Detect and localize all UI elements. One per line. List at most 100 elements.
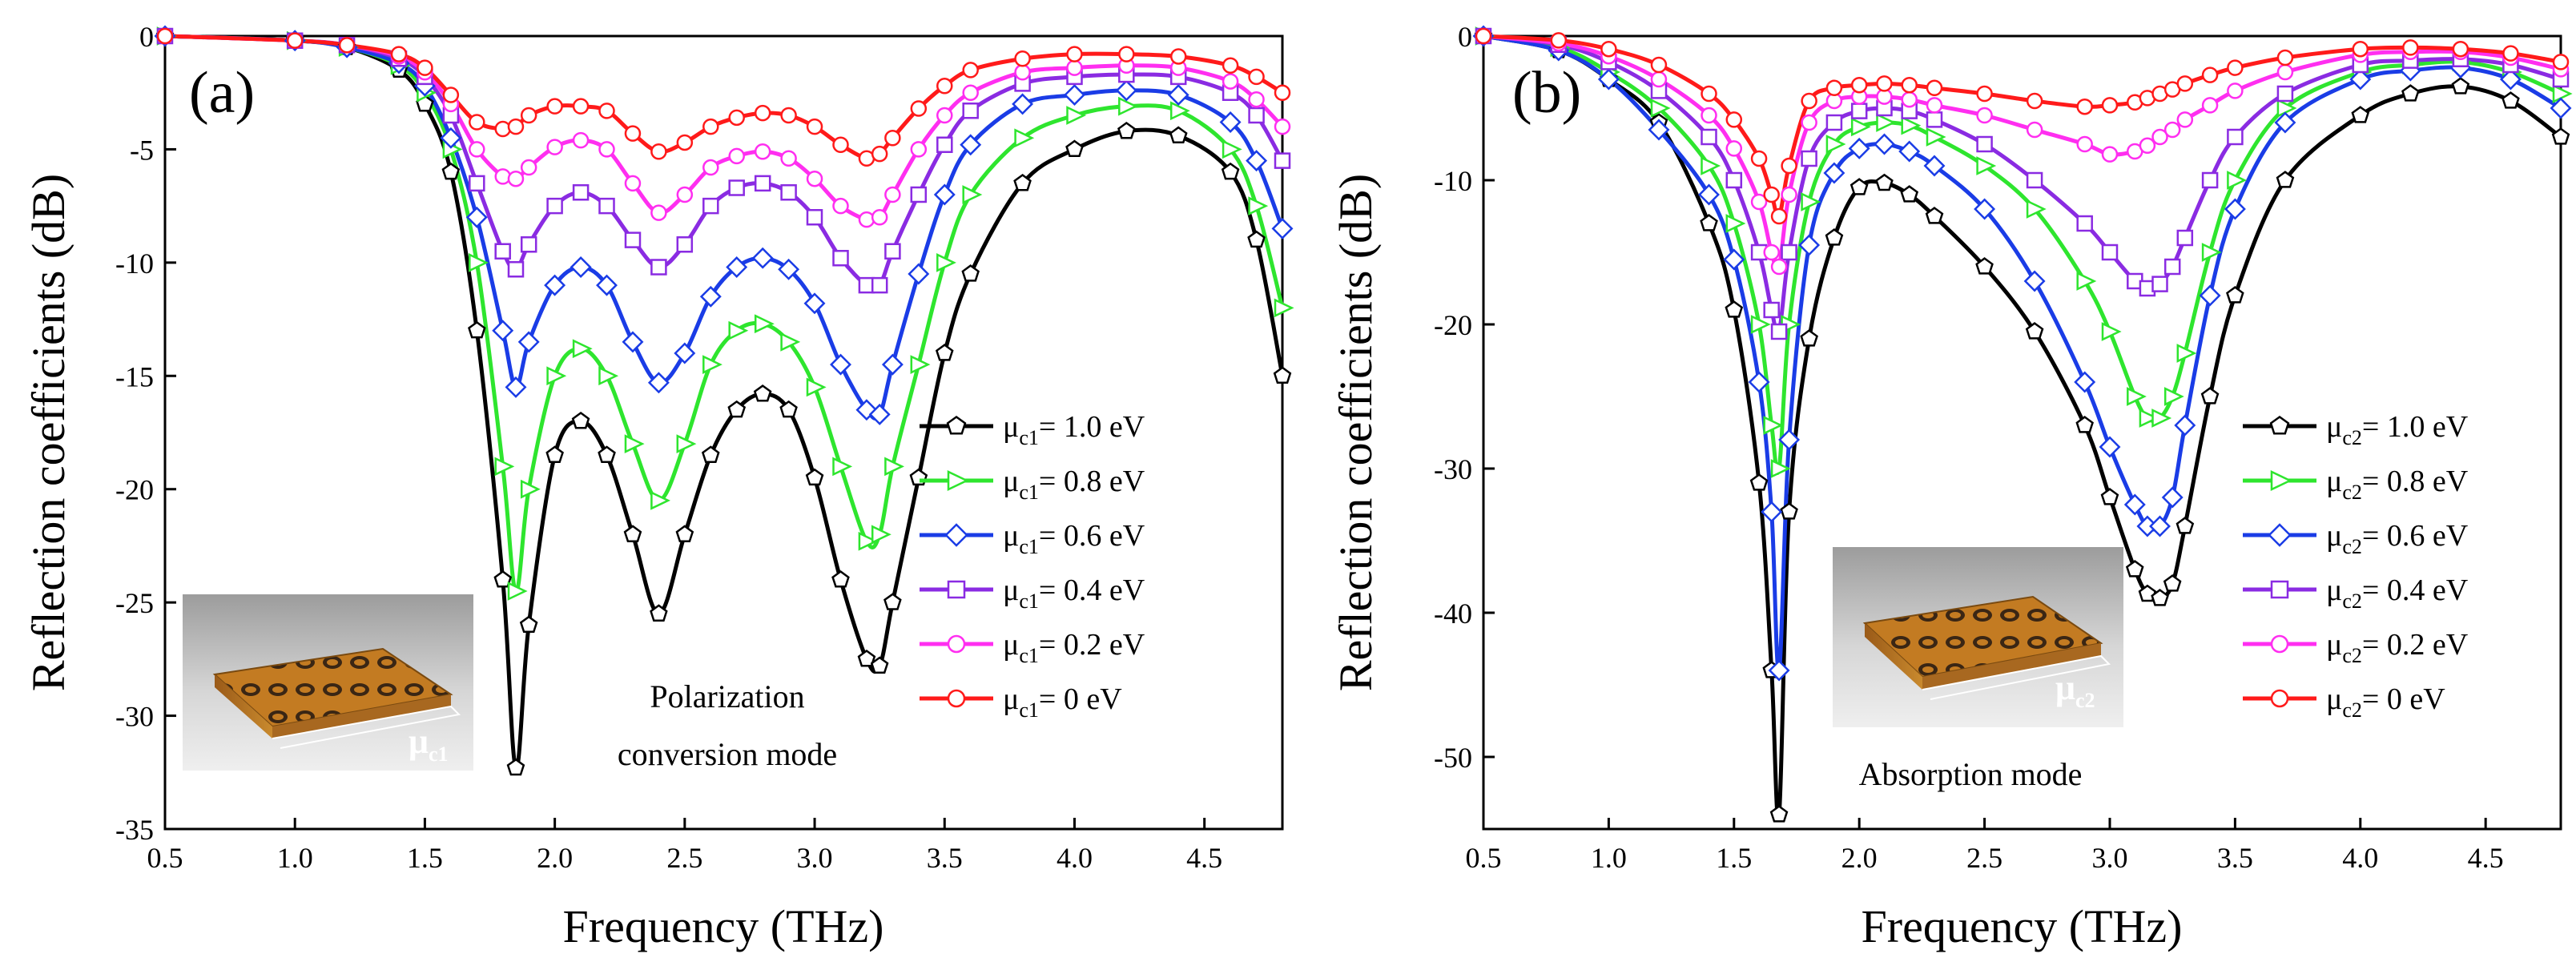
data-point [871, 525, 892, 545]
data-point [505, 376, 527, 398]
data-point [1875, 173, 1894, 191]
data-point [520, 159, 537, 176]
data-point [469, 175, 485, 192]
data-point [624, 125, 642, 142]
data-point [962, 103, 979, 119]
data-point [1781, 157, 1797, 175]
data-point [1222, 73, 1239, 90]
data-point [1800, 329, 1818, 347]
legend-marker [2268, 523, 2292, 547]
data-point [624, 231, 642, 248]
legend-marker [947, 580, 966, 599]
data-point [1925, 207, 1944, 224]
data-point [2352, 40, 2369, 58]
legend-marker [947, 470, 969, 491]
panel-a: 0.5 1.0 1.5 2.0 2.5 3.0 3.5 4.0 4.5 0 -5 -10 -15 -20… [22, 21, 1294, 952]
data-point [2201, 97, 2219, 114]
data-point [961, 264, 980, 282]
data-point [507, 118, 525, 135]
series-line [164, 34, 1285, 594]
data-point [728, 109, 745, 127]
data-point [1065, 139, 1084, 158]
data-point [507, 261, 525, 278]
data-point [598, 197, 615, 215]
legend-marker [2270, 470, 2292, 491]
data-point [2201, 171, 2219, 189]
legend-label: μc1= 0.6 eV [1003, 519, 1145, 558]
data-point [1014, 50, 1031, 67]
data-point [1974, 198, 1996, 220]
data-point [962, 185, 983, 204]
data-point [1798, 234, 1821, 256]
data-point [1222, 57, 1239, 74]
data-point [871, 145, 888, 163]
data-point [806, 118, 823, 135]
data-point [570, 256, 592, 278]
data-point [1248, 91, 1265, 108]
legend-marker [2269, 415, 2290, 435]
y-tick-labels: 0 -10 -20 -30 -40 -50 [1434, 21, 1472, 774]
data-point [1014, 128, 1035, 148]
data-point [469, 141, 485, 158]
data-point [1750, 193, 1768, 211]
legend-label: μc2= 0.8 eV [2326, 465, 2469, 504]
data-point [1823, 162, 1845, 184]
data-point [2176, 111, 2194, 128]
data-point [494, 243, 511, 260]
data-point [960, 134, 982, 156]
data-point [1926, 127, 1946, 147]
data-point [520, 107, 537, 124]
x-tick-label: 1.0 [1591, 842, 1627, 874]
x-tick-label: 2.0 [537, 842, 573, 874]
data-point [1274, 298, 1294, 318]
data-point [884, 243, 901, 260]
data-point [676, 134, 694, 151]
legend-label: μc2= 0 eV [2326, 682, 2445, 722]
data-point [2227, 83, 2244, 99]
data-point [1770, 323, 1788, 340]
data-point [1825, 79, 1843, 97]
annotation-line-1: Absorption mode [1859, 756, 2083, 792]
data-point [726, 256, 748, 278]
data-point [871, 276, 888, 294]
data-point [1763, 416, 1784, 435]
data-point [1876, 75, 1893, 92]
data-point [572, 131, 590, 149]
data-point [2276, 99, 2297, 118]
x-axis-label: Frequency (THz) [563, 900, 884, 952]
data-point [596, 274, 618, 296]
x-axis-label: Frequency (THz) [1862, 900, 2183, 952]
data-point [1750, 243, 1768, 261]
data-point [676, 434, 697, 453]
data-point [572, 98, 590, 115]
data-point [1117, 121, 1136, 139]
data-point [803, 292, 826, 315]
data-point [2163, 258, 2181, 276]
data-point [1723, 248, 1745, 271]
data-point [805, 468, 824, 486]
data-point [1750, 315, 1771, 334]
data-point [936, 107, 953, 124]
data-point [546, 197, 563, 215]
legend-label: μc1= 0.8 eV [1003, 465, 1145, 504]
data-point [1169, 48, 1187, 65]
data-point [884, 457, 904, 477]
data-point [2101, 97, 2119, 114]
data-point [1825, 114, 1843, 131]
data-point [494, 457, 515, 477]
y-tick-label: -40 [1434, 598, 1472, 630]
y-axis-label: Reflection coefficients (dB) [1330, 174, 1382, 691]
inset-mu-label: μc1 [409, 722, 449, 766]
series-markers [154, 25, 1294, 776]
data-point [1222, 139, 1242, 159]
data-point [598, 445, 616, 463]
data-point [465, 206, 488, 228]
data-point [2127, 387, 2147, 406]
data-point [701, 445, 720, 463]
data-point [1725, 111, 1743, 128]
data-point [2125, 560, 2144, 578]
legend-marker [947, 634, 966, 654]
data-point [1926, 111, 1943, 128]
data-point [598, 366, 619, 386]
data-point [1976, 85, 1993, 103]
